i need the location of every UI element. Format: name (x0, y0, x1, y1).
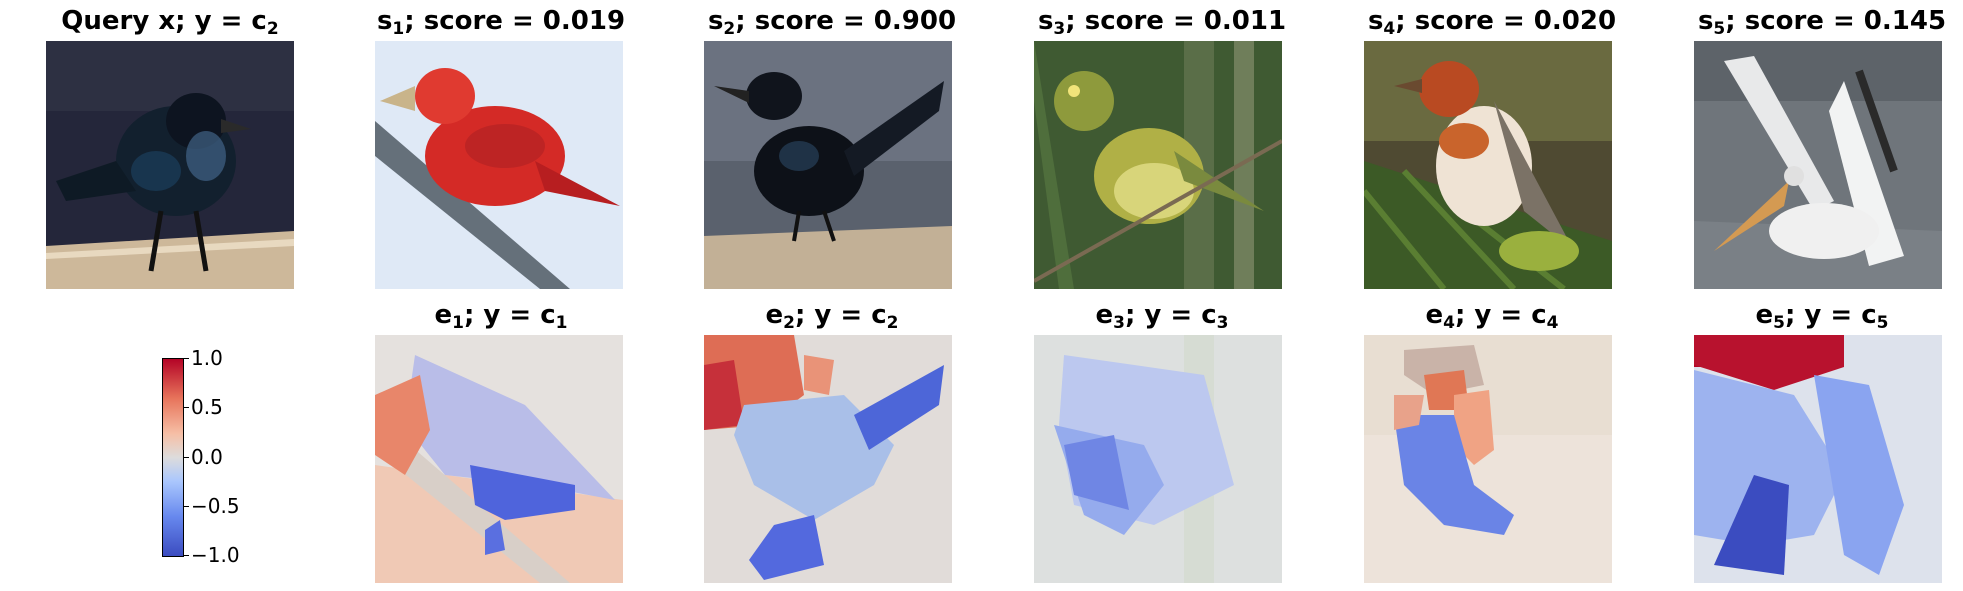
sample-2-image (704, 41, 952, 289)
sample-5-title: s5; score = 0.145 (1697, 6, 1947, 39)
sample-4-image (1364, 41, 1612, 289)
sample-4-title: s4; score = 0.020 (1367, 6, 1617, 39)
colorbar (162, 358, 184, 557)
explanation-4-heatmap (1364, 335, 1612, 583)
explanation-1-heatmap (375, 335, 623, 583)
explanation-2-heatmap (704, 335, 952, 583)
sample-3-image (1034, 41, 1282, 289)
colorbar-tick (183, 555, 189, 556)
colorbar-tick-label: 1.0 (191, 346, 223, 370)
colorbar-tick (183, 407, 189, 408)
sample-2-title: s2; score = 0.900 (707, 6, 957, 39)
explanation-3-heatmap (1034, 335, 1282, 583)
query-image (46, 41, 294, 289)
colorbar-tick-label: 0.5 (191, 395, 223, 419)
colorbar-tick-label: −1.0 (191, 543, 240, 567)
explanation-2-title: e2; y = c2 (765, 300, 899, 333)
colorbar-tick (183, 358, 189, 359)
explanation-1-title: e1; y = c1 (434, 300, 568, 333)
query-title: Query x; y = c2 (61, 6, 279, 39)
explanation-5-title: e5; y = c5 (1755, 300, 1889, 333)
colorbar-tick-label: 0.0 (191, 445, 223, 469)
explanation-4-title: e4; y = c4 (1425, 300, 1559, 333)
colorbar-tick (183, 457, 189, 458)
sample-1-title: s1; score = 0.019 (376, 6, 626, 39)
colorbar-tick (183, 506, 189, 507)
colorbar-tick-label: −0.5 (191, 494, 240, 518)
sample-1-image (375, 41, 623, 289)
explanation-5-heatmap (1694, 335, 1942, 583)
sample-5-image (1694, 41, 1942, 289)
explanation-3-title: e3; y = c3 (1095, 300, 1229, 333)
sample-3-title: s3; score = 0.011 (1037, 6, 1287, 39)
